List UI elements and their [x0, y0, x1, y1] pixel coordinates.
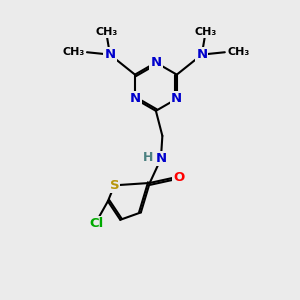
Text: N: N [171, 92, 182, 105]
Text: Cl: Cl [90, 217, 104, 230]
Text: CH₃: CH₃ [194, 27, 217, 37]
Text: N: N [196, 48, 207, 61]
Text: CH₃: CH₃ [62, 47, 85, 57]
Text: N: N [150, 56, 161, 69]
Text: N: N [104, 48, 116, 61]
Text: H: H [143, 151, 154, 164]
Text: CH₃: CH₃ [227, 47, 249, 57]
Text: N: N [155, 152, 167, 165]
Text: S: S [110, 179, 119, 192]
Text: O: O [173, 171, 185, 184]
Text: CH₃: CH₃ [95, 27, 118, 37]
Text: N: N [129, 92, 140, 105]
